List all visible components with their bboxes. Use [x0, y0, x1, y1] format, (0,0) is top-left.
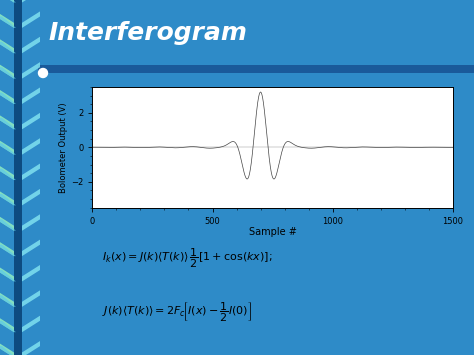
X-axis label: Sample #: Sample # — [248, 227, 297, 237]
Circle shape — [38, 69, 47, 77]
Polygon shape — [22, 0, 40, 2]
Polygon shape — [22, 138, 40, 155]
Polygon shape — [22, 240, 40, 256]
Polygon shape — [0, 214, 14, 231]
Bar — [14, 0, 22, 355]
Polygon shape — [0, 295, 16, 307]
Polygon shape — [0, 189, 14, 206]
Polygon shape — [0, 0, 16, 2]
Polygon shape — [22, 316, 40, 332]
Polygon shape — [0, 143, 16, 155]
Polygon shape — [0, 219, 16, 231]
Polygon shape — [22, 87, 40, 104]
Polygon shape — [0, 346, 16, 355]
Polygon shape — [0, 11, 14, 28]
Polygon shape — [0, 164, 14, 180]
Polygon shape — [0, 316, 14, 332]
Bar — [38, 65, 474, 73]
Polygon shape — [0, 67, 16, 78]
Polygon shape — [0, 138, 14, 155]
Polygon shape — [0, 341, 14, 355]
Polygon shape — [0, 0, 14, 2]
Text: $J(k)\langle T(k)\rangle = 2F_c\!\left[I(x)-\dfrac{1}{2}I(0)\right]$: $J(k)\langle T(k)\rangle = 2F_c\!\left[I… — [102, 300, 252, 324]
Text: $I_k(x) = J(k)\langle T(k)\rangle\,\dfrac{1}{2}[1+\cos(kx)];$: $I_k(x) = J(k)\langle T(k)\rangle\,\dfra… — [102, 246, 273, 269]
Polygon shape — [0, 87, 14, 104]
Polygon shape — [0, 245, 16, 256]
Polygon shape — [0, 113, 14, 129]
Polygon shape — [0, 42, 16, 53]
Polygon shape — [22, 214, 40, 231]
Polygon shape — [0, 37, 14, 53]
Polygon shape — [0, 16, 16, 28]
Polygon shape — [22, 37, 40, 53]
Polygon shape — [0, 270, 16, 282]
Polygon shape — [0, 321, 16, 332]
Polygon shape — [0, 265, 14, 282]
Polygon shape — [0, 93, 16, 104]
Polygon shape — [22, 189, 40, 206]
Polygon shape — [0, 290, 14, 307]
Polygon shape — [22, 290, 40, 307]
Y-axis label: Bolometer Output (V): Bolometer Output (V) — [59, 102, 68, 193]
Polygon shape — [22, 113, 40, 129]
Polygon shape — [0, 118, 16, 129]
Polygon shape — [0, 194, 16, 206]
Polygon shape — [22, 265, 40, 282]
Polygon shape — [0, 62, 14, 78]
Polygon shape — [0, 240, 14, 256]
Polygon shape — [22, 164, 40, 180]
Polygon shape — [22, 341, 40, 355]
Polygon shape — [0, 169, 16, 180]
Polygon shape — [22, 11, 40, 28]
Text: Interferogram: Interferogram — [48, 21, 247, 45]
Polygon shape — [22, 62, 40, 78]
